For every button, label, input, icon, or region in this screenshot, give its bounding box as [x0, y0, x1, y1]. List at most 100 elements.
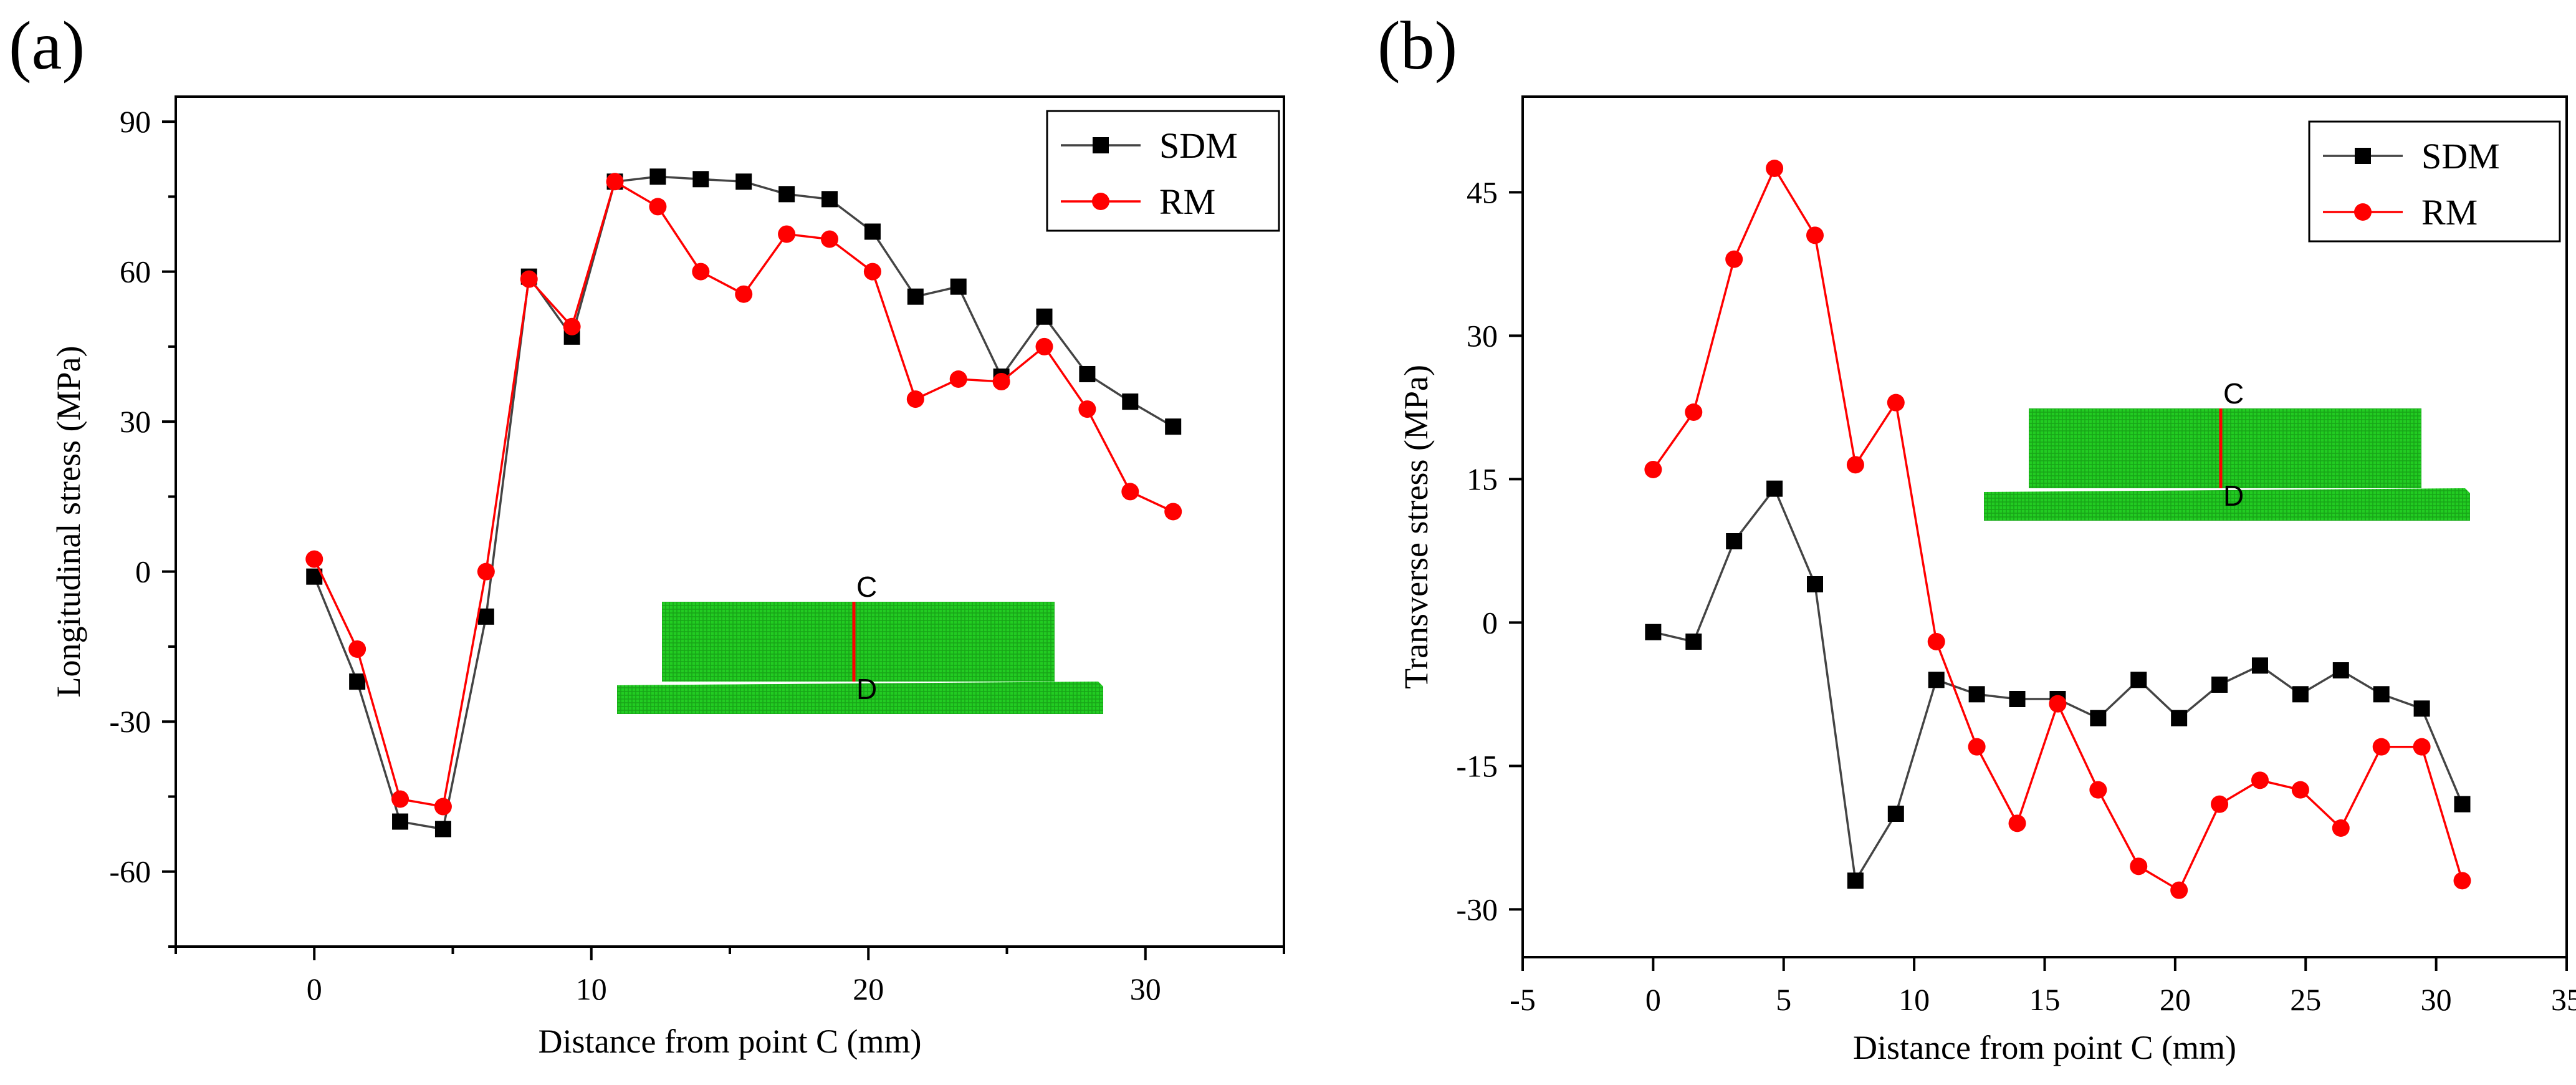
x-tick-label: 5: [1776, 982, 1791, 1017]
data-point-rm: [305, 550, 323, 568]
x-tick-label: 15: [2029, 982, 2061, 1017]
data-point-sdm: [2009, 691, 2026, 707]
legend-box: [2308, 120, 2561, 243]
data-point-rm: [520, 270, 538, 288]
data-point-sdm: [2373, 686, 2390, 703]
data-point-sdm: [1766, 480, 1783, 497]
legend-label-rm: RM: [1159, 181, 1215, 222]
data-point-sdm: [950, 278, 967, 295]
data-point-rm: [2170, 881, 2188, 899]
data-point-rm: [1035, 337, 1053, 355]
y-tick-label: 45: [1467, 175, 1498, 210]
legend: SDM RM: [2308, 120, 2561, 243]
data-point-rm: [1806, 226, 1824, 244]
data-point-sdm: [2130, 672, 2147, 688]
x-axis-label: Distance from point C (mm): [1853, 1029, 2236, 1066]
mesh-web: [662, 602, 1055, 682]
data-point-rm: [2332, 819, 2350, 837]
data-point-sdm: [2171, 710, 2188, 726]
y-tick-label: 0: [135, 554, 151, 589]
x-tick-label: -5: [1510, 982, 1536, 1017]
legend-marker-sdm: [1093, 137, 1109, 153]
data-point-rm: [1644, 461, 1662, 478]
series-sdm: [306, 168, 1182, 837]
data-point-sdm: [2211, 677, 2228, 693]
data-point-rm: [2089, 781, 2107, 799]
data-point-rm: [2008, 814, 2026, 832]
panel-label: (b): [1377, 7, 1457, 84]
x-tick-label: 0: [307, 972, 322, 1006]
data-point-rm: [1685, 403, 1703, 421]
data-point-rm: [778, 225, 796, 243]
data-point-sdm: [2413, 700, 2430, 717]
data-point-rm: [1846, 456, 1864, 474]
data-point-sdm: [1036, 308, 1053, 325]
data-point-sdm: [2332, 662, 2349, 678]
data-point-sdm: [392, 813, 409, 830]
data-point-sdm: [1887, 806, 1904, 822]
legend-box: [1046, 110, 1280, 232]
y-tick-label: -30: [109, 704, 151, 739]
data-point-sdm: [1847, 872, 1864, 889]
x-tick-label: 30: [1130, 972, 1161, 1006]
data-point-sdm: [2292, 686, 2309, 703]
data-point-rm: [992, 373, 1010, 391]
data-point-rm: [606, 173, 624, 191]
data-point-sdm: [735, 173, 752, 190]
chart-panel-a: (a) 0 10 20 30 -60 -30 0 30 60 90 Distance from poi…: [9, 7, 1285, 1060]
series-rm: [1644, 160, 2471, 899]
data-point-rm: [1927, 633, 1945, 650]
data-point-rm: [2372, 738, 2390, 756]
data-point-rm: [434, 798, 452, 816]
legend-marker-sdm: [2355, 148, 2371, 164]
data-point-sdm: [1122, 393, 1139, 410]
data-point-rm: [692, 263, 710, 281]
data-point-sdm: [2090, 710, 2107, 726]
y-tick-label: -30: [1456, 892, 1498, 927]
data-point-rm: [906, 390, 924, 408]
legend-marker-rm: [2354, 203, 2372, 221]
x-tick-label: 25: [2290, 982, 2321, 1017]
data-point-rm: [1121, 483, 1139, 501]
data-point-sdm: [434, 821, 451, 837]
chart-panel-b: (b) -5 0 5 10 15 20 25 30 35 -30 -15 0 15 30 45 Distance…: [1377, 7, 2576, 1066]
panel-label: (a): [9, 7, 85, 84]
data-point-rm: [2413, 738, 2431, 756]
data-point-rm: [863, 263, 881, 281]
data-point-sdm: [1928, 672, 1945, 688]
data-point-sdm: [1968, 686, 1985, 703]
data-point-sdm: [477, 608, 494, 625]
x-axis-label: Distance from point C (mm): [539, 1023, 922, 1060]
data-point-rm: [1725, 250, 1743, 268]
legend-marker-rm: [1092, 193, 1109, 210]
mesh-inset: CD: [617, 571, 1103, 714]
data-point-rm: [2251, 771, 2269, 789]
x-tick-label: 0: [1645, 982, 1661, 1017]
data-point-sdm: [349, 673, 366, 690]
mesh-web: [2029, 408, 2421, 488]
x-tick-label: 35: [2551, 982, 2576, 1017]
data-point-rm: [1164, 503, 1182, 521]
y-axis-label: Transverse stress (MPa): [1397, 365, 1435, 689]
data-point-sdm: [1165, 418, 1182, 435]
x-tick-label: 30: [2421, 982, 2452, 1017]
y-tick-label: 60: [120, 254, 151, 289]
x-tick-label: 10: [1898, 982, 1930, 1017]
data-point-rm: [2453, 872, 2471, 890]
x-tick-label: 20: [853, 972, 884, 1006]
data-point-rm: [2049, 695, 2067, 713]
data-point-sdm: [1645, 624, 1662, 640]
data-point-rm: [821, 230, 839, 248]
series-line-rm: [1652, 166, 2464, 892]
y-tick-label: -15: [1456, 748, 1498, 783]
data-point-rm: [348, 640, 366, 658]
y-tick-label: 30: [120, 404, 151, 439]
y-tick-label: 30: [1467, 318, 1498, 353]
series-line-sdm: [313, 175, 1174, 831]
data-point-rm: [649, 198, 667, 216]
point-d-label: D: [856, 673, 877, 705]
data-point-rm: [2130, 857, 2148, 875]
x-tick-label: 20: [2160, 982, 2191, 1017]
data-point-sdm: [778, 186, 795, 203]
